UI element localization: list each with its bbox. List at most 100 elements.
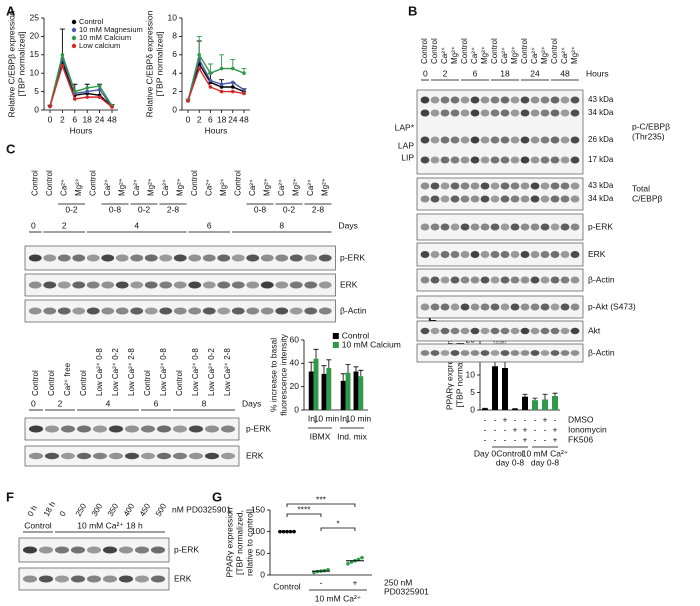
time-label: 8: [202, 398, 207, 408]
blot-band: [124, 425, 140, 433]
blot-band: [43, 307, 57, 315]
y-tick-label: 0: [172, 104, 177, 114]
blot-band: [420, 136, 430, 144]
blot-band: [510, 251, 520, 258]
x-tick-label: 24: [95, 114, 105, 124]
panel-label: B: [408, 3, 417, 18]
blot-band: [540, 223, 550, 231]
time-label: 18: [500, 68, 510, 78]
blot-band: [43, 254, 57, 262]
legend-marker: [71, 35, 77, 41]
blot-band: [188, 307, 202, 315]
y-tick-label: 25: [30, 12, 40, 22]
lane-label: Mg²⁺: [262, 178, 271, 196]
protein-label: p-ERK: [588, 221, 613, 231]
blot-band: [430, 195, 440, 203]
blot-band: [72, 281, 86, 289]
blot-band: [520, 182, 530, 190]
protein-label: C/EBPβ: [632, 193, 663, 203]
blot-band: [480, 251, 490, 258]
blot-band: [500, 223, 510, 231]
blot-band: [500, 251, 510, 258]
blot-band: [550, 327, 560, 335]
blot-band: [188, 281, 202, 289]
protein-label: Total: [632, 183, 650, 193]
x-tick-label: Inj.: [308, 413, 319, 423]
blot-band: [420, 109, 430, 117]
group-label: Control: [24, 520, 52, 530]
data-point: [97, 87, 102, 92]
blot-band: [470, 109, 480, 117]
blot-band: [118, 575, 134, 583]
time-label: 24: [530, 68, 540, 78]
time-label: 2: [62, 220, 67, 230]
protein-label: ERK: [588, 249, 606, 259]
lane-label: 0 h: [26, 504, 39, 518]
table-cell: -: [484, 424, 487, 434]
blot-band: [500, 195, 510, 203]
blot-band: [480, 109, 490, 117]
blot-band: [570, 182, 580, 190]
blot-band: [173, 307, 187, 315]
table-cell: -: [494, 424, 497, 434]
blot-band: [28, 425, 44, 433]
blot-band: [560, 276, 570, 284]
lane-label: Control: [190, 170, 199, 196]
sub-label: 0-2: [65, 204, 78, 214]
unit-label: nM PD0325901: [172, 504, 231, 514]
group-label: day 0-8: [496, 457, 525, 467]
blot-band: [570, 276, 580, 284]
data-point: [231, 80, 235, 85]
data-point: [73, 89, 77, 94]
group-label: IBMX: [310, 431, 331, 441]
blot-band: [530, 327, 540, 335]
blot-band: [540, 327, 550, 335]
significance-label: ****: [297, 504, 311, 514]
table-cell: -: [494, 414, 497, 424]
blot-band: [570, 350, 580, 356]
lane-label: 18 h: [42, 500, 58, 518]
blot-band: [560, 195, 570, 203]
protein-label: p-Akt (S473): [588, 301, 636, 311]
blot-band: [560, 136, 570, 144]
y-tick-label: 100: [251, 526, 265, 536]
blot-band: [570, 136, 580, 144]
table-cell: -: [494, 434, 497, 444]
blot-band: [540, 109, 550, 117]
y-tick-label: 6: [172, 49, 177, 59]
lane-label: Ca²⁺: [248, 179, 257, 196]
blot-band: [246, 254, 260, 262]
lane-label: 400: [122, 502, 137, 519]
blot-band: [560, 182, 570, 190]
blot-band: [500, 303, 510, 311]
blot-band: [540, 182, 550, 190]
legend-swatch: [332, 333, 339, 339]
series-line: [187, 52, 245, 101]
data-point: [242, 87, 246, 92]
y-axis-label: Relative C/EBPβ expression: [6, 10, 16, 117]
blot-band: [28, 307, 42, 315]
series-line: [49, 59, 113, 107]
blot-band: [570, 195, 580, 203]
blot-band: [450, 156, 460, 164]
blot-band: [318, 254, 332, 262]
data-point: [219, 66, 224, 71]
blot-band: [38, 546, 54, 554]
blot-band: [217, 307, 231, 315]
blot-band: [54, 546, 70, 554]
blot-band: [134, 546, 150, 554]
lane-label: Ca²⁺: [530, 47, 539, 64]
lane-label: Control: [79, 370, 88, 396]
blot-frame: [416, 343, 584, 363]
blot-band: [289, 254, 303, 262]
blot-frame: [416, 242, 584, 267]
table-cell: -: [544, 424, 547, 434]
error-bar: [532, 397, 538, 401]
blot-band: [460, 195, 470, 203]
error-bar: [542, 393, 548, 400]
legend-label: Control: [79, 17, 104, 26]
lane-label: Low Ca²⁺ 0-8: [191, 348, 200, 396]
blot-band: [570, 303, 580, 311]
panel-label: F: [6, 489, 14, 504]
lane-label: Mg²⁺: [74, 178, 83, 196]
